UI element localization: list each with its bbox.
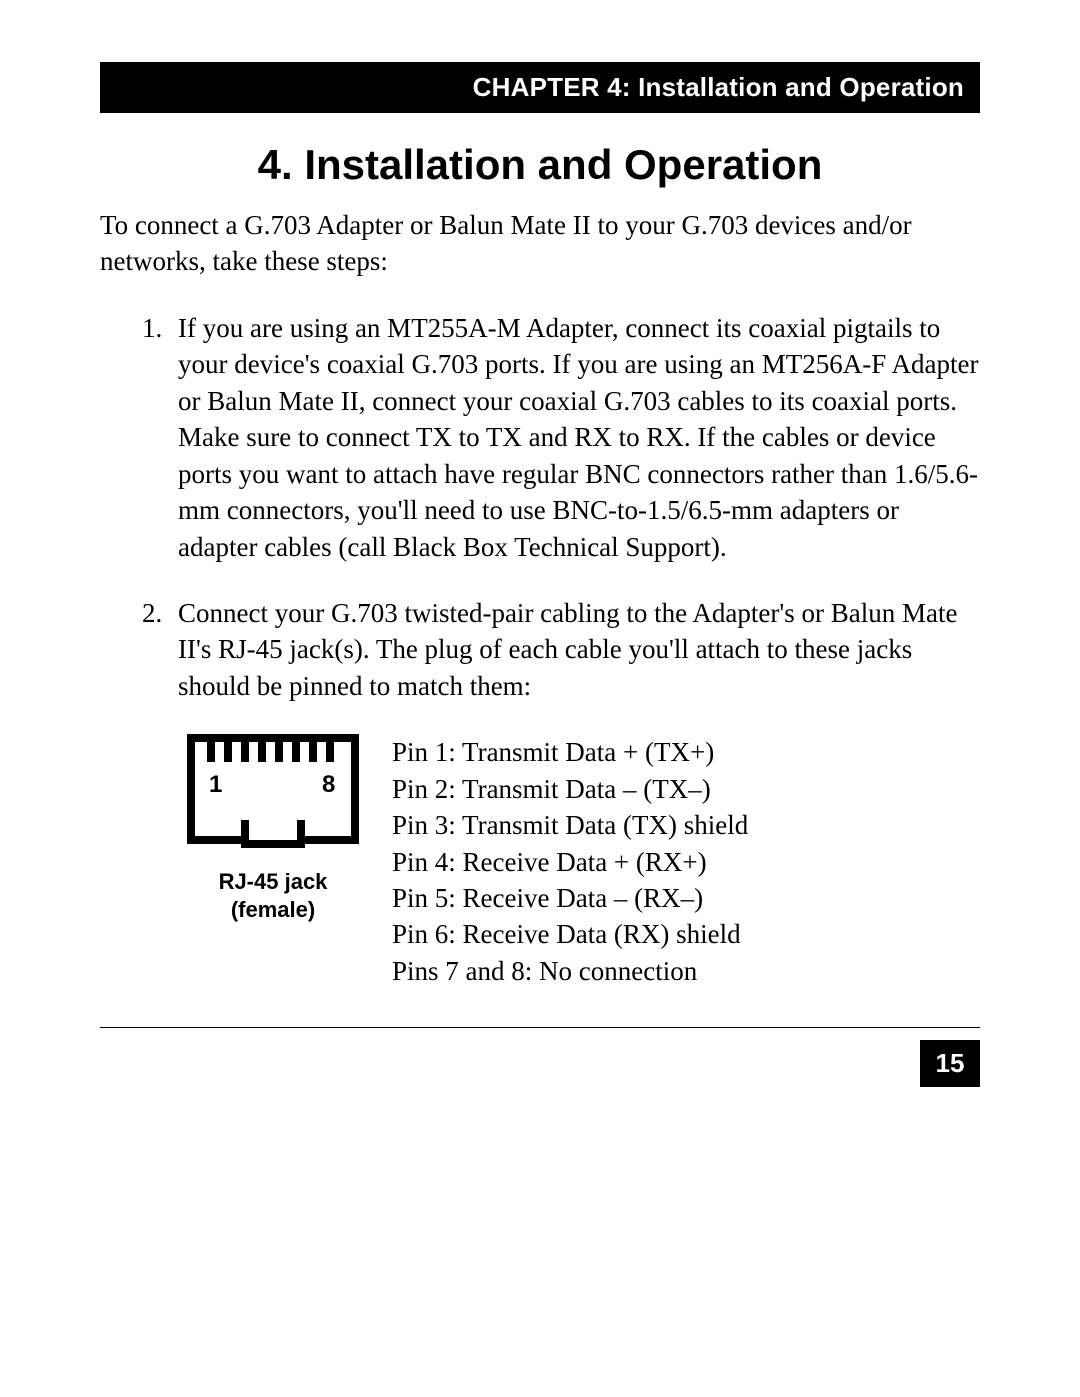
pin-label-1: 1 [209,771,222,798]
pin-row: Pin 1: Transmit Data + (TX+) [392,734,980,770]
chapter-header: CHAPTER 4: Installation and Operation [100,62,980,113]
jack-label: RJ-45 jack (female) [219,868,328,923]
step-item-1: 1. If you are using an MT255A-M Adapter,… [178,310,980,565]
intro-text: To connect a G.703 Adapter or Balun Mate… [100,207,980,280]
footer-rule [100,1027,980,1028]
pin-row: Pins 7 and 8: No connection [392,953,980,989]
jack-label-line2: (female) [219,896,328,924]
pin-label-8: 8 [322,771,335,798]
pin-row: Pin 6: Receive Data (RX) shield [392,916,980,952]
pin-row: Pin 3: Transmit Data (TX) shield [392,807,980,843]
step-number: 1. [142,310,162,346]
step-number: 2. [142,595,162,631]
rj45-jack-icon: 1 8 [187,734,359,854]
step-item-2: 2. Connect your G.703 twisted-pair cabli… [178,595,980,704]
pin-row: Pin 4: Receive Data + (RX+) [392,844,980,880]
jack-column: 1 8 RJ-45 jack (female) [178,734,368,923]
step-text: If you are using an MT255A-M Adapter, co… [178,313,978,562]
step-text: Connect your G.703 twisted-pair cabling … [178,598,957,701]
page-container: CHAPTER 4: Installation and Operation 4.… [0,0,1080,1127]
main-title: 4. Installation and Operation [100,141,980,189]
pin-row: Pin 2: Transmit Data – (TX–) [392,771,980,807]
page-number: 15 [920,1040,980,1087]
step-list: 1. If you are using an MT255A-M Adapter,… [100,310,980,704]
pin-section: 1 8 RJ-45 jack (female) Pin 1: Transmit … [100,734,980,989]
pin-row: Pin 5: Receive Data – (RX–) [392,880,980,916]
pin-list: Pin 1: Transmit Data + (TX+) Pin 2: Tran… [392,734,980,989]
jack-label-line1: RJ-45 jack [219,868,328,896]
